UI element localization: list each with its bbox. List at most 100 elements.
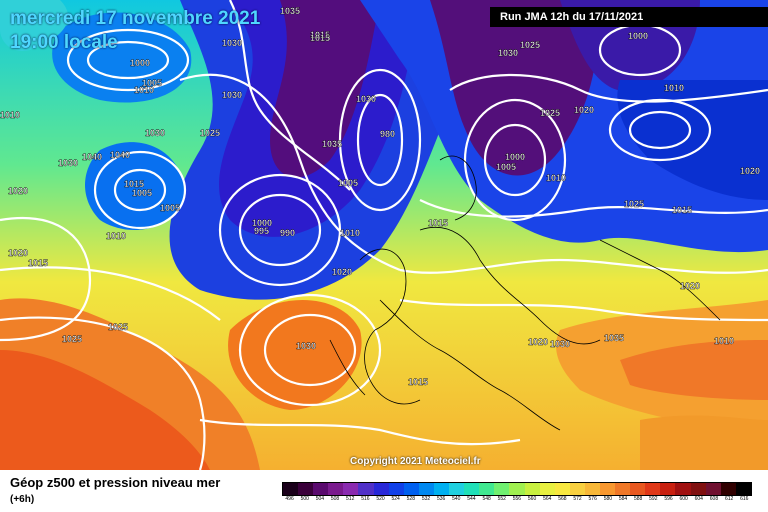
- scale-swatch: [343, 483, 359, 495]
- scale-label: 552: [497, 496, 506, 502]
- pressure-label: 1030: [356, 94, 376, 104]
- scale-swatch: [509, 483, 525, 495]
- scale-label: 580: [603, 496, 613, 502]
- color-scale: 496 500 504 508 512 516 520 524 528 532 536 540 544 5…: [282, 482, 752, 504]
- scale-swatch: [449, 483, 465, 495]
- scale-label: 592: [649, 496, 658, 502]
- pressure-label: 1005: [496, 162, 516, 172]
- legend-footer: Géop z500 et pression niveau mer (+6h) 4…: [0, 470, 768, 512]
- pressure-label: 1035: [280, 6, 300, 16]
- scale-swatch: [479, 483, 495, 495]
- pressure-label: 1030: [145, 128, 165, 138]
- scale-label: 608: [709, 496, 719, 502]
- isobars: [0, 0, 768, 470]
- scale-swatch: [554, 483, 570, 495]
- pressure-label: 1020: [8, 186, 28, 196]
- warm-region: [0, 298, 768, 470]
- scale-label: 548: [482, 496, 491, 502]
- scale-label: 516: [361, 496, 370, 502]
- scale-swatch: [630, 483, 646, 495]
- color-scale-swatches: [282, 482, 752, 496]
- legend-subtitle: (+6h): [10, 494, 35, 505]
- scale-label: 536: [436, 496, 446, 502]
- pressure-label: 1030: [296, 341, 316, 351]
- pressure-label: 1015: [28, 258, 48, 268]
- legend-title: Géop z500 et pression niveau mer: [10, 475, 221, 490]
- color-scale-labels: 496 500 504 508 512 516 520 524 528 532 536 540 544 5…: [282, 496, 752, 502]
- pressure-label: 1005: [338, 178, 358, 188]
- pressure-label: 1015: [672, 205, 692, 215]
- scale-swatch: [615, 483, 631, 495]
- scale-label: 520: [376, 496, 385, 502]
- pressure-label: 1005: [132, 188, 152, 198]
- pressure-label: 1015: [310, 30, 330, 40]
- scale-swatch: [599, 483, 616, 495]
- scale-label: 572: [573, 496, 582, 502]
- scale-label: 560: [527, 496, 537, 502]
- forecast-time: 19:00 locale: [10, 32, 118, 53]
- scale-label: 564: [543, 496, 552, 502]
- scale-swatch: [705, 483, 721, 495]
- pressure-label: 1005: [160, 203, 180, 213]
- scale-label: 496: [285, 496, 294, 502]
- pressure-label: 1030: [222, 38, 242, 48]
- scale-label: 576: [588, 496, 597, 502]
- scale-swatch: [418, 483, 434, 495]
- scale-swatch: [283, 483, 299, 495]
- scale-label: 540: [452, 496, 461, 502]
- coastlines: [329, 155, 721, 431]
- scale-label: 500: [300, 496, 309, 502]
- pressure-label: 1010: [714, 336, 734, 346]
- scale-swatch: [735, 483, 751, 495]
- scale-label: 596: [664, 496, 673, 502]
- pressure-label: 1015: [124, 179, 144, 189]
- scale-swatch: [298, 483, 314, 495]
- pressure-label: 1000: [628, 31, 648, 41]
- pressure-label: 1010: [664, 83, 684, 93]
- scale-swatch: [690, 483, 706, 495]
- scale-label: 588: [634, 496, 643, 502]
- model-run-label: Run JMA 12h du 17/11/2021: [490, 7, 768, 27]
- scale-label: 528: [406, 496, 415, 502]
- scale-label: 508: [330, 496, 340, 502]
- pressure-label: 1010: [340, 228, 360, 238]
- scale-swatch: [720, 483, 736, 495]
- scale-label: 568: [558, 496, 567, 502]
- pressure-label: 1025: [200, 128, 220, 138]
- weather-map: 1035 1030 1015 1000 1005 1010 1030 1025 …: [0, 0, 768, 470]
- pressure-label: 1020: [8, 248, 28, 258]
- pressure-label: 1040: [82, 152, 102, 162]
- scale-swatch: [584, 483, 600, 495]
- scale-swatch: [373, 483, 389, 495]
- scale-label: 544: [467, 496, 476, 502]
- pressure-label: 1015: [310, 33, 330, 43]
- scale-label: 612: [724, 496, 734, 502]
- pressure-label: 1010: [134, 85, 154, 95]
- pressure-label: 1040: [110, 150, 130, 160]
- scale-swatch: [524, 483, 540, 495]
- scale-swatch: [388, 483, 404, 495]
- scale-label: 532: [421, 496, 431, 502]
- pressure-label: 1000: [130, 58, 150, 68]
- scale-label: 556: [512, 496, 522, 502]
- copyright-text: Copyright 2021 Meteociel.fr: [350, 456, 481, 467]
- pressure-label: 1025: [108, 322, 128, 332]
- scale-swatch: [494, 483, 510, 495]
- scale-swatch: [313, 483, 329, 495]
- pressure-label: 1000: [505, 152, 525, 162]
- pressure-label: 990: [280, 228, 295, 238]
- scale-label: 584: [618, 496, 628, 502]
- pressure-label: 1030: [222, 90, 242, 100]
- pressure-label: 1010: [546, 173, 566, 183]
- pressure-label: 980: [380, 129, 395, 139]
- pressure-label: 1020: [680, 281, 700, 291]
- pressure-label: 1035: [322, 139, 342, 149]
- pressure-label: 1025: [624, 199, 644, 209]
- pressure-label: 1010: [0, 110, 20, 120]
- pressure-label: 1020: [740, 166, 760, 176]
- scale-swatch: [569, 483, 585, 495]
- pressure-label: 1020: [332, 267, 352, 277]
- pressure-label: 1035: [604, 333, 624, 343]
- scale-swatch: [358, 483, 374, 495]
- scale-swatch: [539, 483, 555, 495]
